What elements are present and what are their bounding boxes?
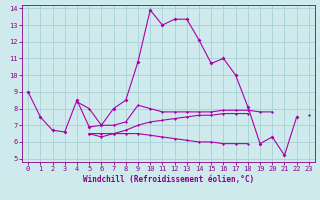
- X-axis label: Windchill (Refroidissement éolien,°C): Windchill (Refroidissement éolien,°C): [83, 175, 254, 184]
